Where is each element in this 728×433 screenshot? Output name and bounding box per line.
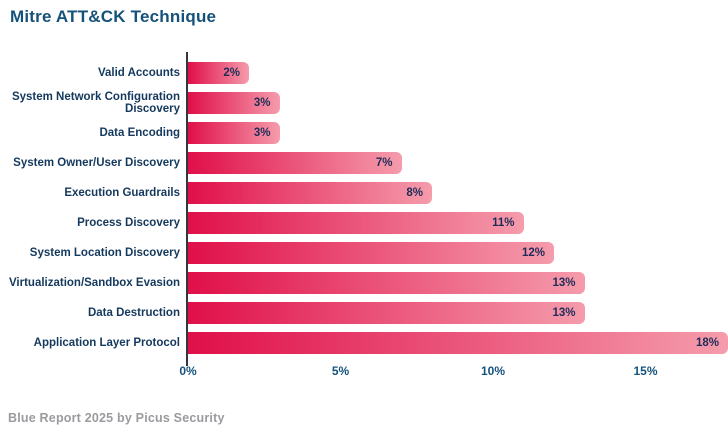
x-tick-label: 0%: [179, 364, 197, 378]
y-axis-line: [186, 52, 188, 366]
footer-credit: Blue Report 2025 by Picus Security: [8, 411, 225, 425]
category-label: Process Discovery: [77, 216, 180, 229]
bar-value-label: 11%: [492, 217, 515, 229]
bar-value-label: 12%: [521, 247, 545, 259]
bar: 2%: [188, 62, 249, 84]
x-tick-label: 5%: [331, 364, 350, 378]
bar-row: Data Destruction 13%: [0, 298, 728, 328]
category-label: Data Encoding: [99, 126, 180, 139]
category-label: Data Destruction: [87, 306, 180, 319]
bar: 13%: [188, 302, 585, 324]
bar-rows: Valid Accounts 2% System Network Configu…: [0, 58, 728, 358]
bar-value-label: 7%: [375, 157, 393, 169]
bar-track: 2%: [188, 62, 728, 84]
bar-track: 8%: [188, 182, 728, 204]
bar-value-label: 3%: [253, 97, 271, 109]
category-label: Valid Accounts: [97, 66, 180, 79]
bar: 7%: [188, 152, 402, 174]
category-label: Virtualization/Sandbox Evasion: [8, 276, 180, 289]
bar-track: 18%: [188, 332, 728, 354]
category-label: System Network Configuration Discovery: [11, 90, 180, 116]
bar-value-label: 18%: [695, 337, 719, 349]
bar: 3%: [188, 122, 280, 144]
bar-track: 13%: [188, 302, 728, 324]
bar-track: 12%: [188, 242, 728, 264]
bar-row: Execution Guardrails 8%: [0, 178, 728, 208]
bar-row: Valid Accounts 2%: [0, 58, 728, 88]
bar-row: Data Encoding 3%: [0, 118, 728, 148]
bar-row: Process Discovery 11%: [0, 208, 728, 238]
bar-row: System Owner/User Discovery 7%: [0, 148, 728, 178]
bar-value-label: 3%: [253, 127, 271, 139]
bar-value-label: 2%: [223, 67, 240, 79]
bar-track: 11%: [188, 212, 728, 234]
bar: 12%: [188, 242, 554, 264]
bar-row: System Location Discovery 12%: [0, 238, 728, 268]
category-label: System Owner/User Discovery: [13, 156, 180, 169]
bar: 18%: [188, 332, 728, 354]
bar: 8%: [188, 182, 432, 204]
bar: 3%: [188, 92, 280, 114]
x-tick-label: 15%: [633, 364, 658, 378]
bar-value-label: 8%: [406, 187, 423, 199]
bar-row: Application Layer Protocol 18%: [0, 328, 728, 358]
category-label: System Location Discovery: [29, 246, 180, 259]
bar: 11%: [188, 212, 524, 234]
chart-title: Mitre ATT&CK Technique: [10, 7, 217, 26]
bar-value-label: 13%: [552, 307, 576, 319]
bar: 13%: [188, 272, 585, 294]
x-axis: 0% 5% 10% 15%: [179, 364, 728, 380]
bar-row: System Network Configuration Discovery 3…: [0, 88, 728, 118]
bar-chart: Valid Accounts 2% System Network Configu…: [0, 52, 728, 366]
category-label: Execution Guardrails: [64, 186, 180, 199]
bar-row: Virtualization/Sandbox Evasion 13%: [0, 268, 728, 298]
x-tick-label: 10%: [480, 364, 506, 378]
bar-track: 3%: [188, 92, 728, 114]
bar-track: 13%: [188, 272, 728, 294]
bar-track: 7%: [188, 152, 728, 174]
bar-track: 3%: [188, 122, 728, 144]
bar-value-label: 13%: [552, 277, 576, 289]
category-label: Application Layer Protocol: [33, 336, 180, 349]
